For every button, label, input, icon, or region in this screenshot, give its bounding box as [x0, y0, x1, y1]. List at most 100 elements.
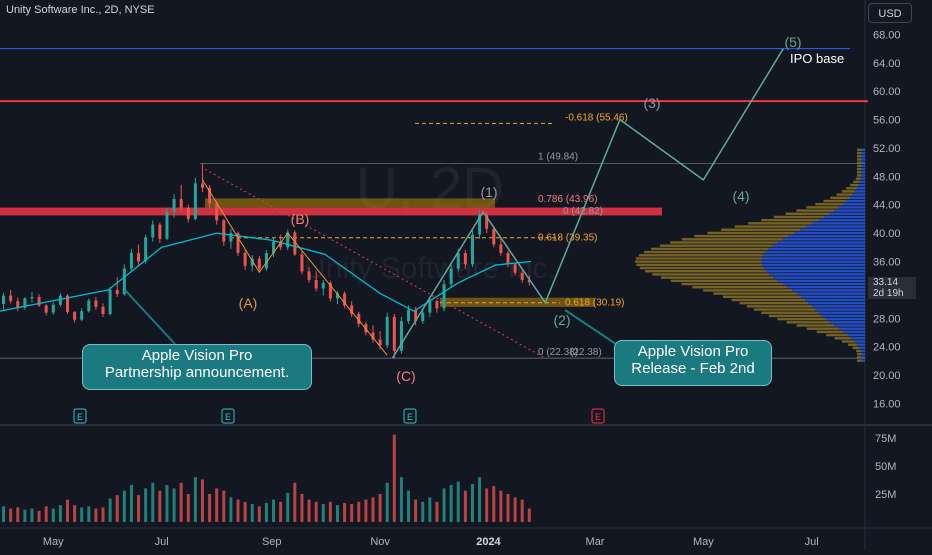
profile-bar-up [859, 180, 865, 184]
price-tick-label: 52.00 [873, 143, 901, 155]
resistance-zone [0, 207, 662, 216]
profile-bar-up [861, 164, 865, 168]
candle-body [80, 311, 84, 320]
earnings-marker [591, 408, 605, 424]
profile-bar-up [761, 260, 865, 263]
volume-bar [215, 488, 219, 522]
wave-labels: (A) (B) (C) (1) (2) (3) (4) (5)IPO base [239, 34, 845, 384]
earnings-marker-label: E [225, 412, 231, 422]
candle-body [300, 254, 304, 272]
profile-bar-up [782, 238, 865, 241]
fib-label-0b: 0 (22.38) [538, 347, 578, 358]
volume-bar [378, 494, 382, 522]
candle-body [478, 214, 482, 235]
volume-bar [208, 494, 212, 522]
profile-bar-up [854, 190, 865, 193]
candle-body [158, 224, 162, 239]
time-tick-label: Mar [586, 536, 605, 548]
symbol-title: Unity Software Inc., 2D, NYSE [6, 4, 155, 16]
candle-body [414, 309, 418, 322]
candle-body [51, 304, 55, 313]
price-tick-label: 36.00 [873, 257, 901, 269]
profile-bar-down [785, 212, 830, 215]
wave-label-w1: (1) [480, 184, 497, 200]
volume-bar [186, 494, 190, 522]
candle-body [58, 295, 62, 305]
candle-body [456, 252, 460, 269]
volume-bar [335, 505, 339, 522]
profile-bar-up [858, 183, 865, 187]
volume-bar [371, 497, 375, 522]
volume-bar [435, 501, 439, 522]
profile-bar-down [739, 301, 809, 305]
volume-bar [527, 508, 531, 522]
bar-countdown: 2d 19h [873, 288, 904, 299]
volume-bar [222, 490, 226, 522]
candle-body [172, 199, 176, 212]
candle-body [37, 296, 41, 306]
candle-body [286, 232, 290, 248]
profile-bar-down [853, 180, 860, 184]
profile-bar-down [681, 238, 783, 241]
price-tick-label: 24.00 [873, 342, 901, 354]
price-tick-label: 44.00 [873, 200, 901, 212]
profile-bar-up [805, 298, 865, 302]
price-tick-label: 28.00 [873, 313, 901, 325]
candle-body [335, 293, 339, 299]
moving-average-line [0, 232, 532, 312]
profile-bar-up [794, 231, 865, 235]
earnings-marker [73, 408, 87, 424]
wave-label-w3: (3) [643, 95, 660, 111]
candle-body [73, 311, 77, 320]
profile-bar-up [849, 196, 865, 199]
volume-bar [499, 490, 503, 522]
price-tick-label: 56.00 [873, 115, 901, 127]
time-tick-label: 2024 [476, 536, 501, 548]
profile-bar-up [851, 337, 865, 340]
volume-profile [634, 148, 865, 362]
profile-bar-down [826, 333, 848, 337]
volume-tick-label: 50M [875, 461, 896, 473]
profile-bar-up [769, 273, 865, 276]
currency-selector[interactable]: USD [868, 3, 912, 23]
volume-bar [30, 508, 34, 522]
profile-bar-down [857, 356, 862, 359]
volume-bar [129, 485, 133, 522]
candle-body [229, 233, 233, 242]
profile-bar-down [846, 187, 857, 190]
candle-body [23, 298, 27, 308]
profile-bar-down [638, 254, 764, 257]
profile-bar-down [768, 314, 822, 318]
volume-bar [165, 485, 169, 522]
candle-body [364, 323, 368, 333]
profile-bar-up [796, 292, 865, 295]
profile-bar-up [861, 155, 865, 158]
profile-bar-up [834, 324, 865, 327]
profile-bar-up [842, 202, 865, 206]
volume-bar [272, 499, 276, 522]
fib-label-0c: (22.38) [570, 347, 602, 358]
profile-bar-up [861, 359, 865, 362]
candle-body [293, 232, 297, 255]
volume-bar [257, 506, 261, 522]
candle-body [87, 300, 91, 312]
profile-bar-up [834, 209, 865, 212]
callout-partnership[interactable]: Apple Vision Pro Partnership announcemen… [82, 344, 312, 390]
callout-release[interactable]: Apple Vision Pro Release - Feb 2nd [614, 340, 772, 386]
candle-body [101, 306, 105, 315]
candle-body [314, 279, 318, 289]
candle-body [200, 183, 204, 188]
profile-bar-down [761, 311, 819, 314]
price-tick-label: 20.00 [873, 370, 901, 382]
price-tick-label: 40.00 [873, 228, 901, 240]
profile-bar-down [830, 196, 850, 199]
profile-bar-down [852, 346, 860, 350]
volume-bar [2, 506, 6, 522]
candle-body [165, 211, 169, 239]
volume-bar [407, 490, 411, 522]
profile-bar-up [838, 327, 865, 330]
volume-bar [449, 485, 453, 522]
